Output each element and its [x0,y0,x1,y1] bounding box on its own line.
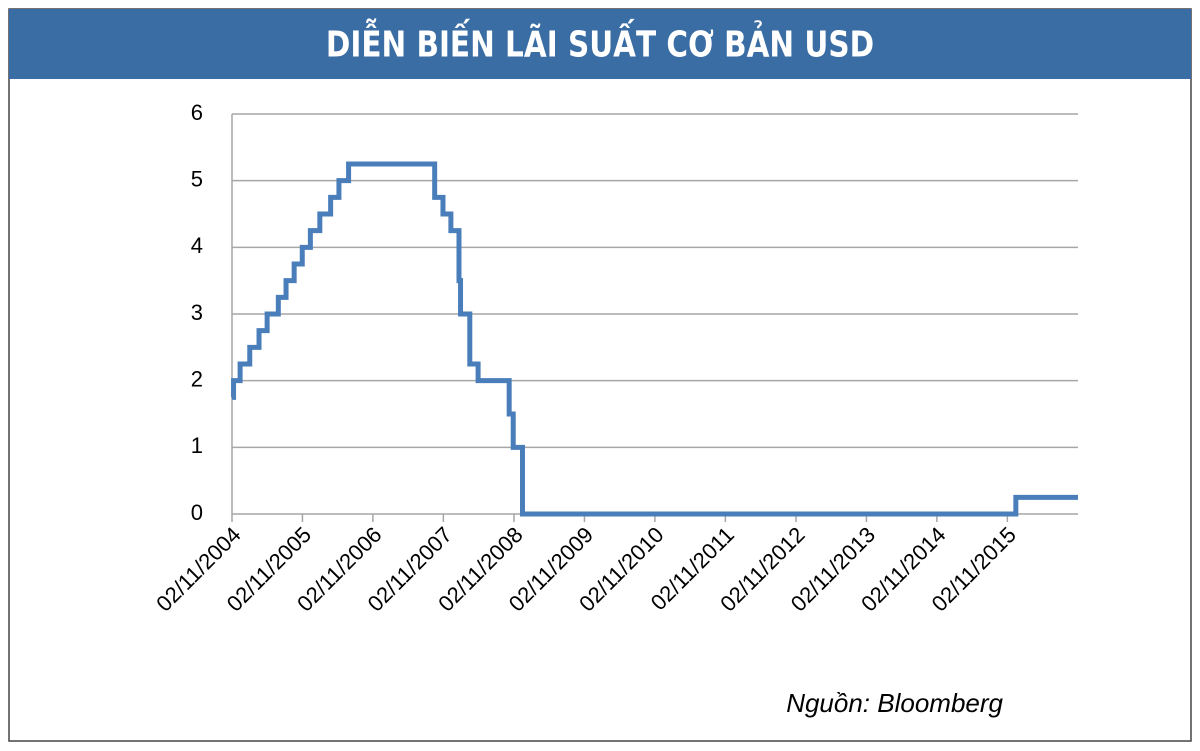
y-tick-label: 4 [191,233,203,258]
y-tick-label: 6 [191,100,203,125]
y-tick-label: 1 [191,433,203,458]
data-line [231,161,1078,517]
header-bar [9,9,1191,79]
y-tick-label: 3 [191,300,203,325]
y-tick-label: 2 [191,366,203,391]
y-tick-label: 0 [191,500,203,525]
frame [8,8,1192,742]
y-tick-label: 5 [191,166,203,191]
chart-title: DIỄN BIẾN LÃI SUẤT CƠ BẢN USD [326,16,874,65]
source-note: Nguồn: Bloomberg [786,688,1003,718]
